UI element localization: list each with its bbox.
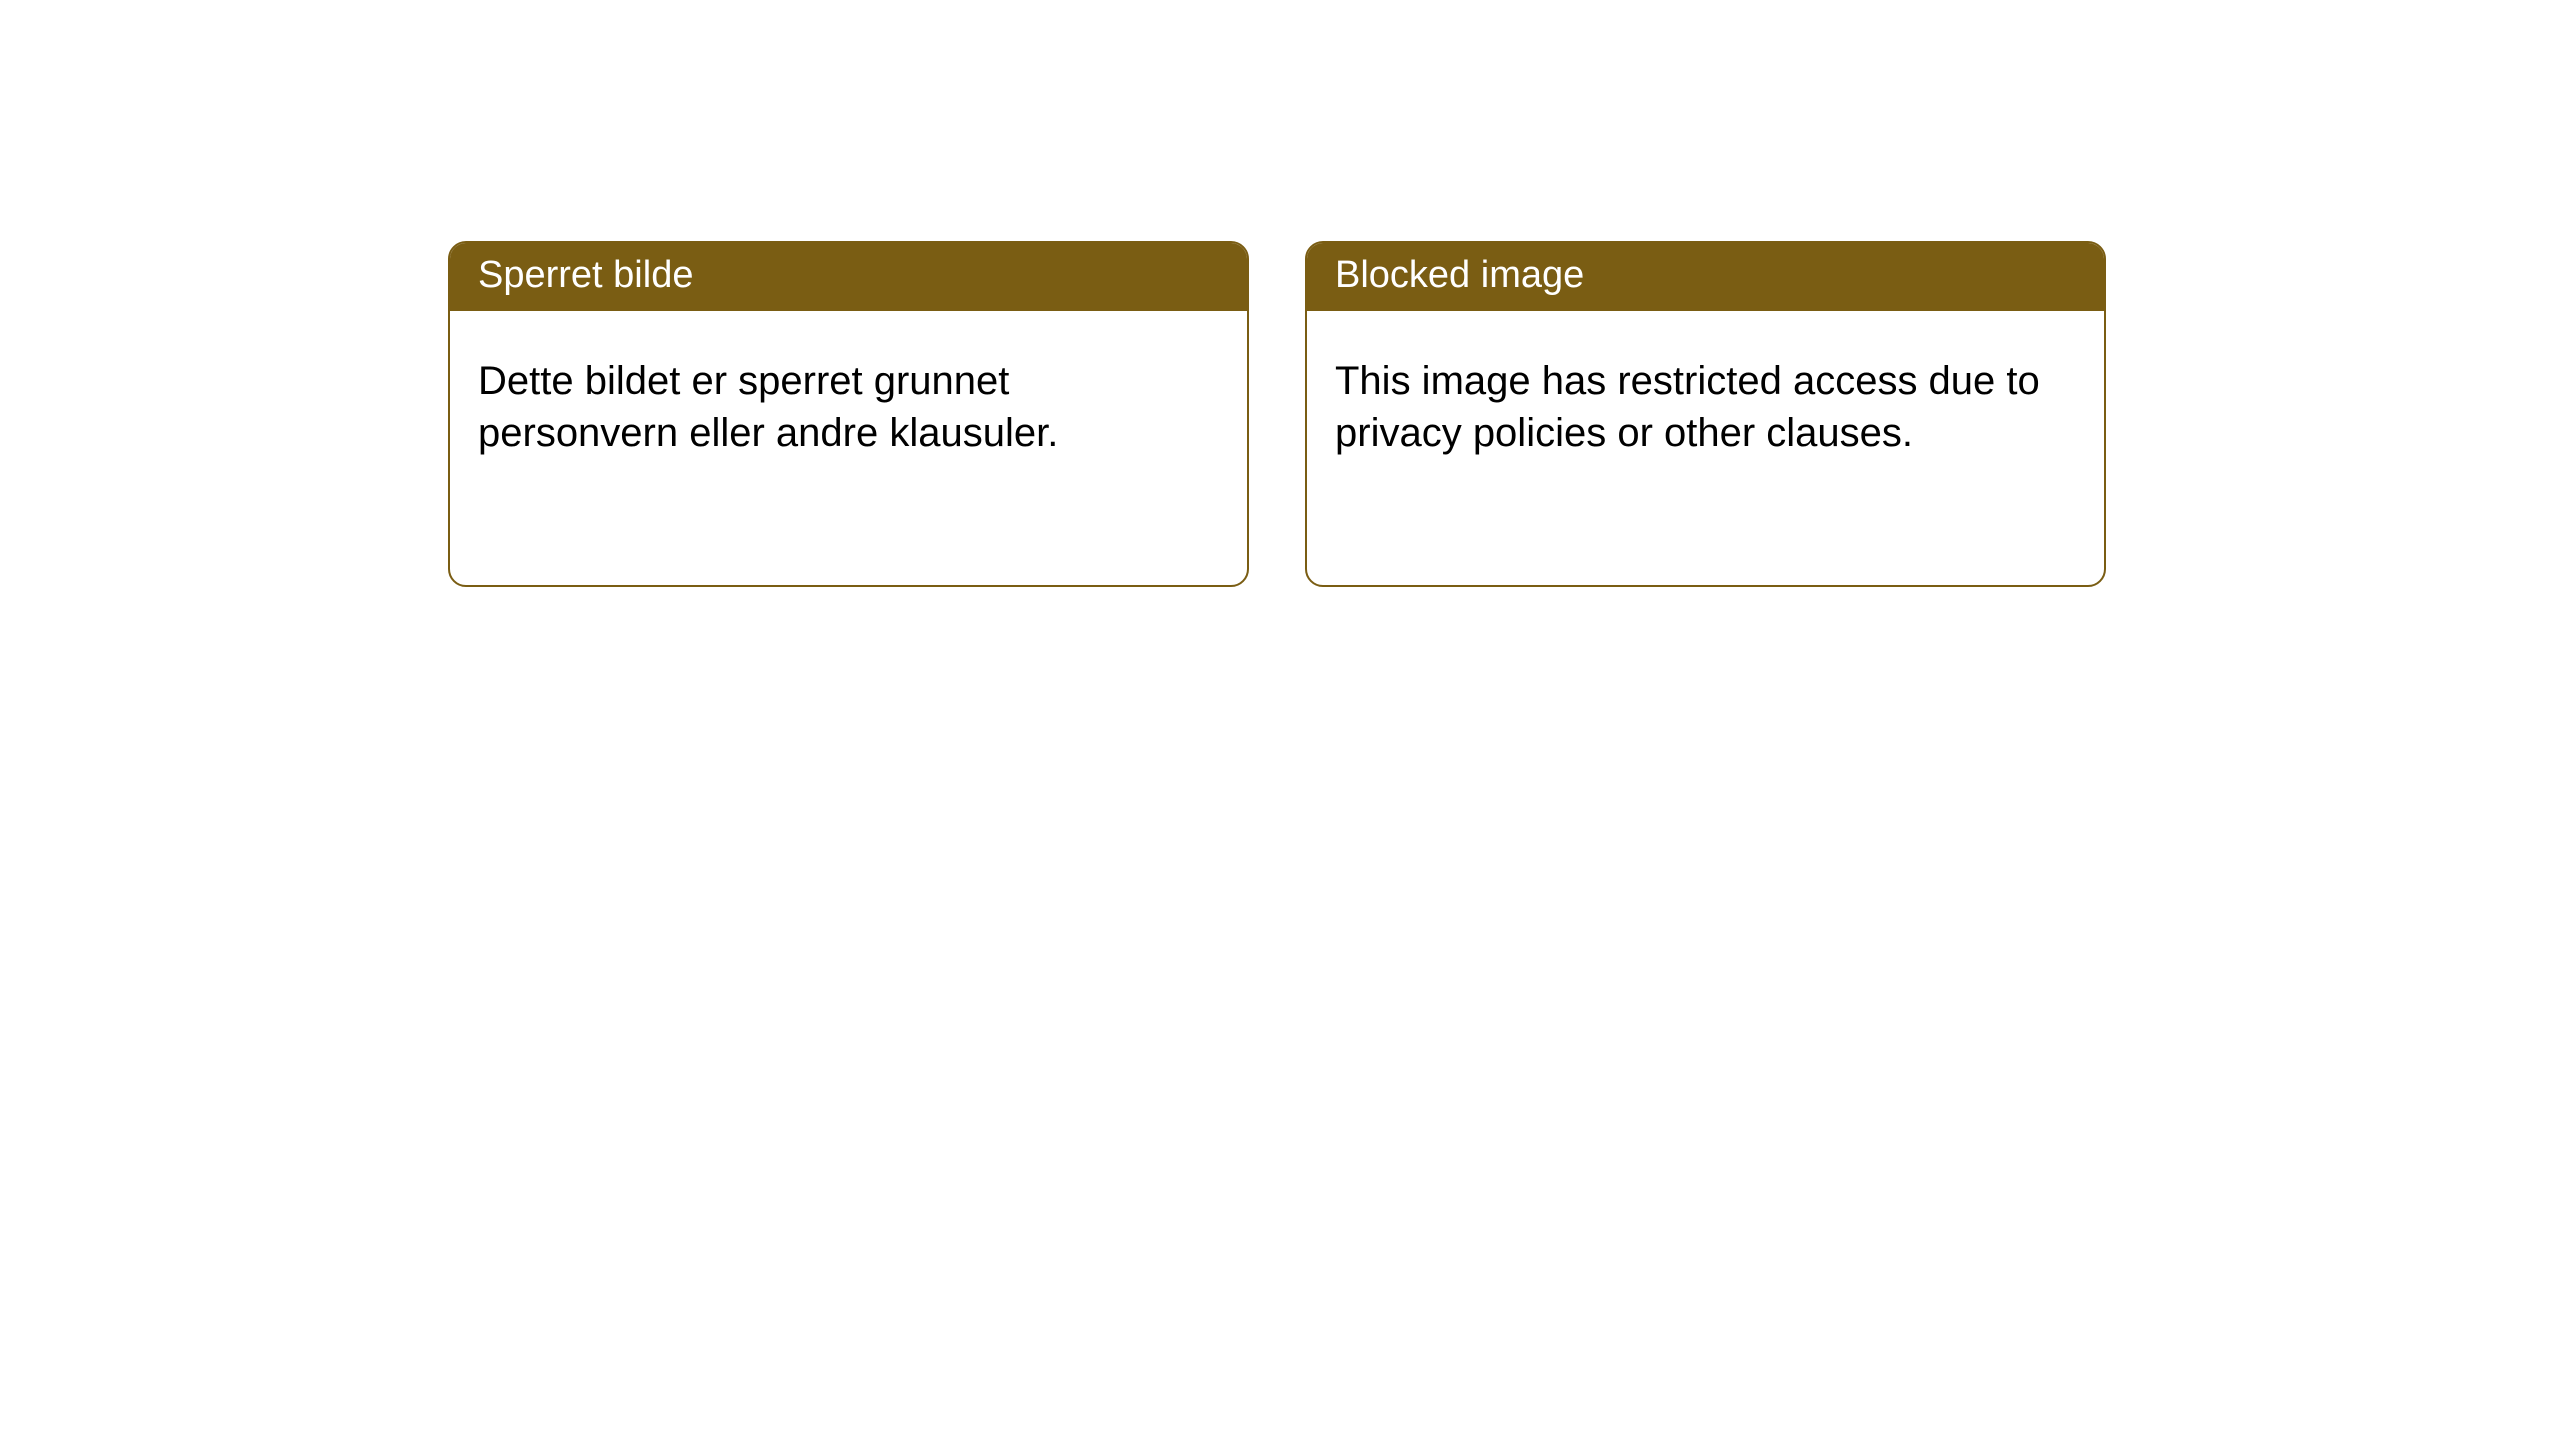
blocked-image-card-english: Blocked image This image has restricted …: [1305, 241, 2106, 587]
blocked-image-card-norwegian: Sperret bilde Dette bildet er sperret gr…: [448, 241, 1249, 587]
notice-container: Sperret bilde Dette bildet er sperret gr…: [0, 0, 2560, 587]
card-body-norwegian: Dette bildet er sperret grunnet personve…: [450, 311, 1247, 585]
card-header-english: Blocked image: [1307, 243, 2104, 311]
card-header-norwegian: Sperret bilde: [450, 243, 1247, 311]
card-body-english: This image has restricted access due to …: [1307, 311, 2104, 585]
